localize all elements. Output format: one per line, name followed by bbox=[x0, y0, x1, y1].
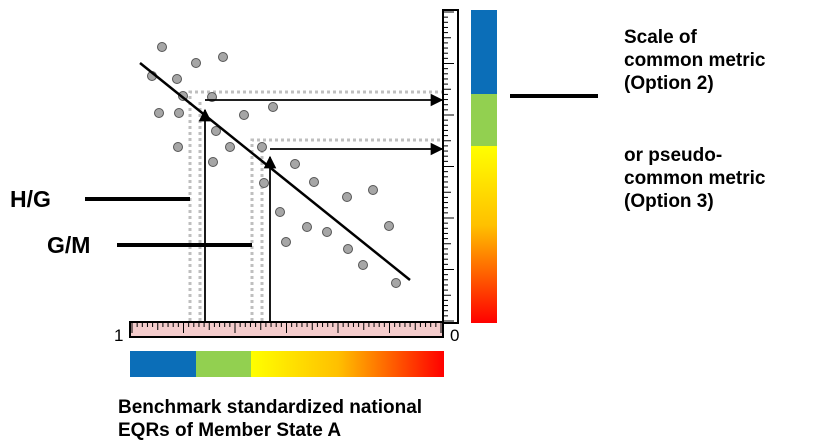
scale-label-line-1: Scale of bbox=[624, 27, 697, 48]
data-point bbox=[384, 221, 394, 231]
data-point bbox=[368, 185, 378, 195]
data-point bbox=[358, 260, 368, 270]
data-point bbox=[239, 110, 249, 120]
scatter-points bbox=[147, 42, 401, 288]
data-point bbox=[257, 142, 267, 152]
data-point bbox=[275, 207, 285, 217]
data-point bbox=[342, 192, 352, 202]
regression-line bbox=[139, 62, 411, 281]
data-point bbox=[290, 159, 300, 169]
axis-left-value: 1 bbox=[114, 326, 124, 345]
data-point bbox=[157, 42, 167, 52]
hscale-gradient-band bbox=[251, 351, 444, 377]
data-point bbox=[218, 52, 228, 62]
pseudo-label-line-2: common metric bbox=[624, 168, 766, 189]
benchmark-caption-line-2: EQRs of Member State A bbox=[118, 420, 342, 441]
data-point bbox=[154, 108, 164, 118]
hg-label: H/G bbox=[10, 186, 51, 212]
vertical-color-scale bbox=[471, 10, 497, 323]
scale-label-line-3: (Option 2) bbox=[624, 73, 714, 94]
data-point bbox=[172, 74, 182, 84]
benchmark-caption: Benchmark standardized national EQRs of … bbox=[118, 396, 422, 442]
data-point bbox=[281, 237, 291, 247]
gm-guide-box bbox=[250, 138, 445, 333]
pseudo-label-line-1: or pseudo- bbox=[624, 145, 723, 166]
scale-blue-band bbox=[471, 10, 497, 94]
scale-green-band bbox=[471, 94, 497, 146]
data-point bbox=[208, 157, 218, 167]
data-point bbox=[174, 108, 184, 118]
mapping-arrows bbox=[198, 93, 444, 333]
data-point bbox=[225, 142, 235, 152]
horizontal-color-scale bbox=[130, 351, 444, 377]
gm-label: G/M bbox=[47, 232, 91, 258]
data-point bbox=[191, 58, 201, 68]
benchmark-caption-line-1: Benchmark standardized national bbox=[118, 397, 423, 418]
data-point bbox=[268, 102, 278, 112]
data-point bbox=[391, 278, 401, 288]
scale-gradient-band bbox=[471, 146, 497, 323]
data-point bbox=[343, 244, 353, 254]
hscale-green-band bbox=[196, 351, 251, 377]
data-point bbox=[173, 142, 183, 152]
data-point bbox=[309, 177, 319, 187]
pseudo-scale-label: or pseudo- common metric (Option 3) bbox=[624, 144, 765, 213]
horizontal-ruler bbox=[129, 321, 444, 338]
axis-right-value: 0 bbox=[450, 326, 460, 345]
data-point bbox=[259, 178, 269, 188]
pseudo-label-line-3: (Option 3) bbox=[624, 191, 714, 212]
scale-label: Scale of common metric (Option 2) bbox=[624, 26, 765, 95]
hg-guide-box bbox=[188, 90, 445, 333]
data-point bbox=[302, 222, 312, 232]
scale-label-line-2: common metric bbox=[624, 50, 766, 71]
data-point bbox=[211, 126, 221, 136]
data-point bbox=[322, 227, 332, 237]
vertical-ruler bbox=[442, 9, 459, 324]
hscale-blue-band bbox=[130, 351, 196, 377]
